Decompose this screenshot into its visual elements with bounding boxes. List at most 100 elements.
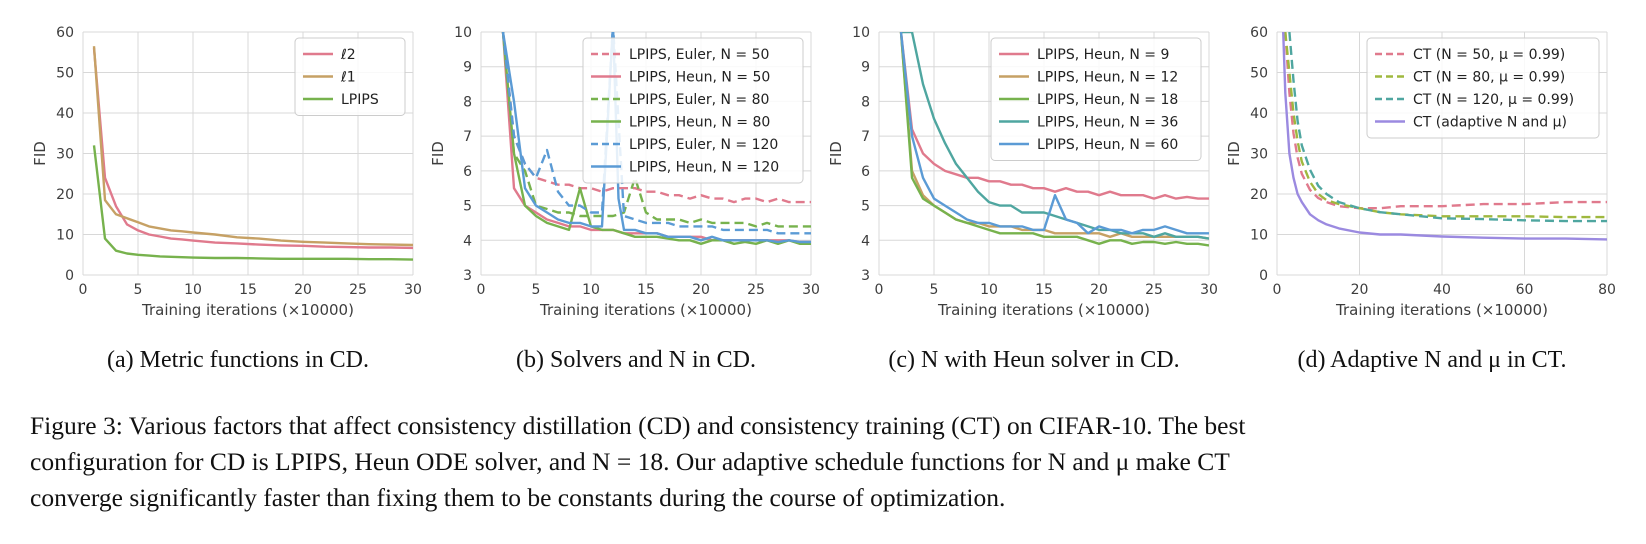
y-tick-label: 10 [454,25,472,41]
y-tick-label: 40 [1250,106,1268,122]
chart-panel-4: 0 20 40 60 80 0 10 20 30 40 50 60 Training iteration… [1225,25,1616,373]
series-line-1 [92,48,413,250]
legend-label: LPIPS [341,92,379,108]
y-tick-label: 30 [56,147,74,163]
legend-label: LPIPS, Heun, N = 18 [1037,92,1178,108]
figure-caption: Figure 3: Various factors that affect co… [30,408,1630,516]
legend-label: CT (adaptive N and μ) [1413,115,1567,131]
series-line-4 [501,32,811,246]
x-tick-label: 20 [692,282,710,298]
chart-panel-2: 0 5 10 15 20 25 30 3 4 5 6 7 8 9 10 Training iterations… [429,25,820,373]
legend-box [1366,37,1600,139]
x-axis-label: Training iterations (×10000) [1335,301,1548,319]
series-line-3 [899,32,1209,247]
series-line-5 [501,32,811,235]
y-tick-label: 0 [65,268,74,284]
x-tick-label: 60 [1516,282,1534,298]
legend-label: LPIPS, Heun, N = 12 [1037,70,1178,86]
x-tick-label: 15 [637,282,655,298]
y-tick-label: 0 [1259,268,1268,284]
series-line-6 [501,32,811,244]
y-tick-label: 9 [463,60,472,76]
legend-label: LPIPS, Heun, N = 50 [629,70,770,86]
y-tick-label: 7 [861,129,870,145]
y-axis-label: FID [827,141,845,166]
y-tick-label: 10 [1250,228,1268,244]
x-tick-label: 15 [239,282,257,298]
x-tick-label: 80 [1598,282,1616,298]
y-tick-label: 4 [463,233,472,249]
y-axis-label: FID [429,141,447,166]
chart-panel-3: 0 5 10 15 20 25 30 3 4 5 6 7 8 9 10 Training iterations… [827,25,1218,373]
chart-panel-1: 0 5 10 15 20 25 30 0 10 20 30 40 50 60 Training iterat… [31,25,422,373]
y-tick-label: 3 [463,268,472,284]
x-tick-label: 40 [1433,282,1451,298]
legend: CT (N = 50, μ = 0.99) CT (N = 80, μ = 0.9… [1366,37,1600,139]
legend: ℓ2 ℓ1 LPIPS [294,37,406,116]
x-tick-label: 25 [747,282,765,298]
x-tick-label: 0 [1273,282,1282,298]
x-tick-label: 5 [134,282,143,298]
subcaption: (d) Adaptive N and μ in CT. [1297,347,1566,373]
y-tick-label: 60 [56,25,74,41]
legend-label: ℓ2 [340,47,356,63]
subcaption: (b) Solvers and N in CD. [516,347,756,373]
legend-label: LPIPS, Euler, N = 80 [629,92,769,108]
y-tick-label: 50 [56,66,74,82]
y-tick-label: 8 [861,94,870,110]
x-axis-label: Training iterations (×10000) [937,301,1150,319]
legend: LPIPS, Heun, N = 9 LPIPS, Heun, N = 12 LPI… [990,37,1202,161]
caption-line-3: converge significantly faster than fixin… [30,483,1006,512]
y-tick-label: 60 [1250,25,1268,41]
y-tick-label: 50 [1250,66,1268,82]
x-tick-label: 30 [802,282,820,298]
y-tick-label: 30 [1250,147,1268,163]
legend-label: LPIPS, Heun, N = 80 [629,115,770,131]
legend-label: LPIPS, Heun, N = 60 [1037,137,1178,153]
legend-box [990,37,1202,161]
x-tick-label: 10 [184,282,202,298]
y-tick-label: 8 [463,94,472,110]
series-line-4 [901,32,1209,240]
y-tick-label: 7 [463,129,472,145]
series-line-3 [92,145,413,261]
y-axis-label: FID [31,141,49,166]
series-line-1 [1284,32,1607,210]
x-axis-label: Training iterations (×10000) [141,301,354,319]
legend-label: LPIPS, Heun, N = 9 [1037,47,1169,63]
x-tick-label: 30 [404,282,422,298]
y-tick-label: 5 [861,199,870,215]
series-line-2 [92,46,413,247]
series-line-3 [501,32,811,228]
series-line-4 [1282,32,1607,241]
y-tick-label: 6 [463,164,472,180]
legend-label: LPIPS, Euler, N = 120 [629,137,778,153]
subcaption: (a) Metric functions in CD. [107,347,369,373]
legend-label: LPIPS, Euler, N = 50 [629,47,769,63]
y-tick-label: 10 [56,228,74,244]
x-tick-label: 5 [930,282,939,298]
x-axis-label: Training iterations (×10000) [539,301,752,319]
series-line-5 [899,32,1209,235]
x-tick-label: 25 [1145,282,1163,298]
caption-line-1: Figure 3: Various factors that affect co… [30,411,1246,440]
series-line-1 [501,32,811,204]
legend-label: LPIPS, Heun, N = 120 [629,160,779,176]
legend-label: ℓ1 [340,70,356,86]
x-tick-label: 10 [980,282,998,298]
legend: LPIPS, Euler, N = 50 LPIPS, Heun, N = 50 L… [582,37,804,184]
legend-box [582,37,804,184]
x-tick-label: 0 [79,282,88,298]
y-tick-label: 40 [56,106,74,122]
y-axis-label: FID [1225,141,1243,166]
series-line-1 [899,32,1209,200]
y-tick-label: 3 [861,268,870,284]
y-tick-label: 9 [861,60,870,76]
y-tick-label: 5 [463,199,472,215]
series-line-2 [1284,32,1607,219]
x-tick-label: 30 [1200,282,1218,298]
legend-label: CT (N = 80, μ = 0.99) [1413,70,1565,86]
x-tick-label: 20 [1090,282,1108,298]
y-tick-label: 10 [852,25,870,41]
